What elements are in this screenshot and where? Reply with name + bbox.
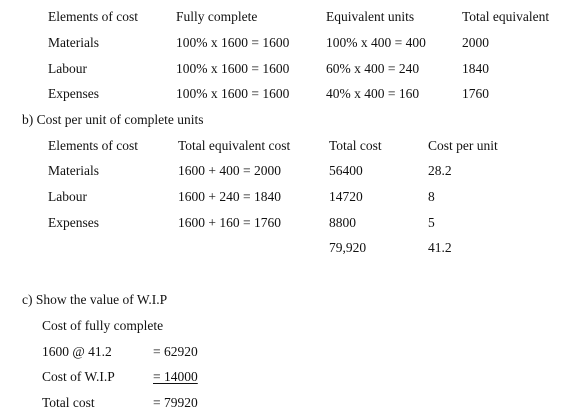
a-header-equivalent-units: Equivalent units bbox=[326, 9, 415, 24]
b-row-materials-equiv-cost: 1600 + 400 = 2000 bbox=[178, 163, 281, 178]
a-row-materials-total: 2000 bbox=[462, 35, 489, 50]
c-row-fully-complete-label: 1600 @ 41.2 bbox=[42, 344, 112, 359]
c-row-fully-complete-value: = 62920 bbox=[153, 344, 198, 359]
section-c-subheading: Cost of fully complete bbox=[42, 318, 164, 333]
b-row-labour-equiv-cost: 1600 + 240 = 1840 bbox=[178, 189, 281, 204]
b-row-labour-total-cost: 14720 bbox=[329, 189, 363, 204]
b-header-total-equivalent-cost: Total equivalent cost bbox=[178, 138, 291, 153]
a-row-expenses-equiv: 40% x 400 = 160 bbox=[326, 86, 420, 101]
a-header-total-equivalent: Total equivalent bbox=[462, 9, 550, 24]
a-row-labour-label: Labour bbox=[48, 61, 87, 76]
b-row-total-total-cost: 79,920 bbox=[329, 240, 367, 255]
b-header-total-cost: Total cost bbox=[329, 138, 382, 153]
b-row-materials-cost-per-unit: 28.2 bbox=[428, 163, 452, 178]
a-header-fully-complete: Fully complete bbox=[176, 9, 258, 24]
a-row-materials-equiv: 100% x 400 = 400 bbox=[326, 35, 426, 50]
c-row-total-cost-label: Total cost bbox=[42, 395, 95, 410]
section-b-heading: b) Cost per unit of complete units bbox=[22, 112, 204, 127]
section-c-heading: c) Show the value of W.I.P bbox=[22, 292, 168, 307]
a-row-labour-equiv: 60% x 400 = 240 bbox=[326, 61, 420, 76]
b-header-elements: Elements of cost bbox=[48, 138, 138, 153]
b-row-expenses-cost-per-unit: 5 bbox=[428, 215, 435, 230]
a-header-elements: Elements of cost bbox=[48, 9, 138, 24]
b-row-expenses-equiv-cost: 1600 + 160 = 1760 bbox=[178, 215, 281, 230]
a-row-expenses-total: 1760 bbox=[462, 86, 489, 101]
b-row-materials-total-cost: 56400 bbox=[329, 163, 363, 178]
a-row-labour-total: 1840 bbox=[462, 61, 489, 76]
b-row-labour-cost-per-unit: 8 bbox=[428, 189, 435, 204]
b-row-labour-label: Labour bbox=[48, 189, 87, 204]
c-row-wip-value: = 14000 bbox=[153, 369, 198, 384]
a-row-labour-fully: 100% x 1600 = 1600 bbox=[176, 61, 290, 76]
b-row-expenses-label: Expenses bbox=[48, 215, 99, 230]
c-row-total-cost-value: = 79920 bbox=[153, 395, 198, 410]
b-header-cost-per-unit: Cost per unit bbox=[428, 138, 498, 153]
b-row-total-cost-per-unit: 41.2 bbox=[428, 240, 452, 255]
b-row-expenses-total-cost: 8800 bbox=[329, 215, 356, 230]
c-row-wip-label: Cost of W.I.P bbox=[42, 369, 115, 384]
a-row-materials-fully: 100% x 1600 = 1600 bbox=[176, 35, 290, 50]
b-row-materials-label: Materials bbox=[48, 163, 99, 178]
a-row-materials-label: Materials bbox=[48, 35, 99, 50]
a-row-expenses-fully: 100% x 1600 = 1600 bbox=[176, 86, 290, 101]
a-row-expenses-label: Expenses bbox=[48, 86, 99, 101]
